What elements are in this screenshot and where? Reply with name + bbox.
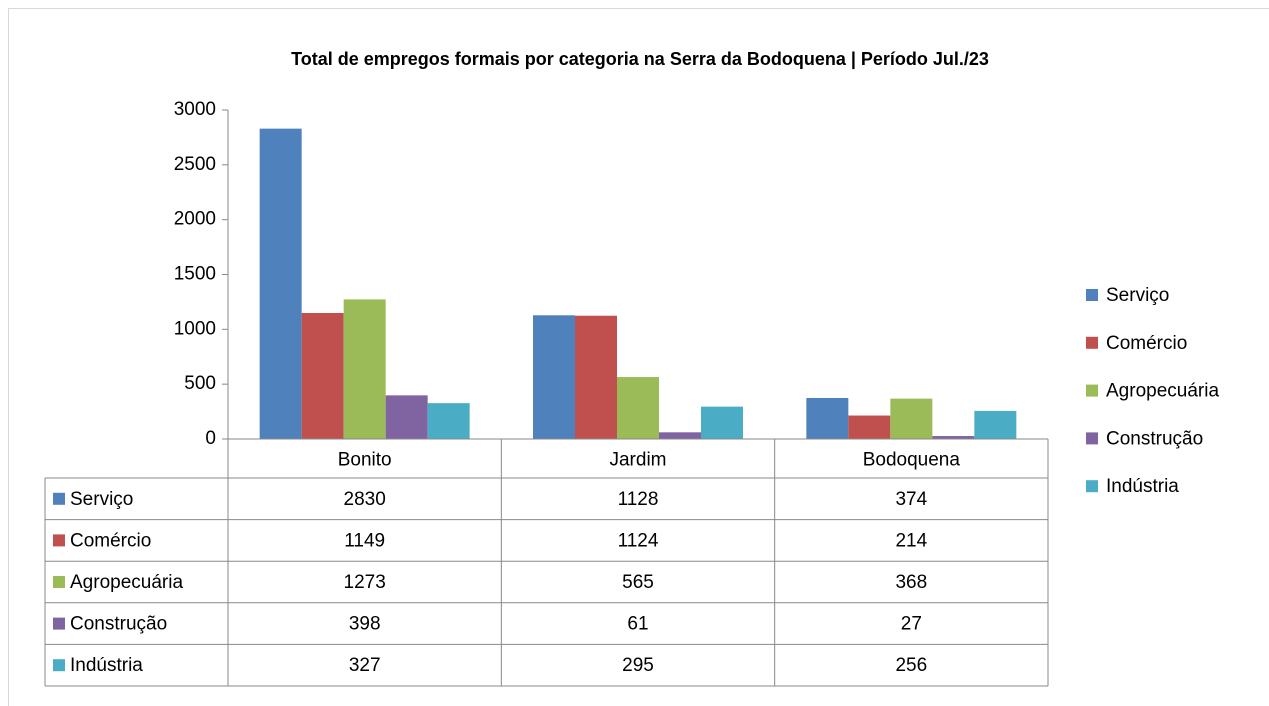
table-value: 1149: [344, 530, 385, 551]
bar: [343, 299, 386, 439]
table-value: 1273: [344, 572, 386, 593]
table-value: 256: [895, 655, 927, 676]
legend-swatch: [1086, 336, 1098, 349]
table-row-label: Agropecuária: [70, 572, 183, 593]
table-value: 295: [622, 655, 654, 676]
legend-label: Indústria: [1106, 476, 1179, 497]
legend-label: Construção: [1106, 428, 1203, 449]
table-key: [53, 576, 65, 588]
bar: [259, 128, 302, 440]
table-value: 327: [349, 655, 381, 676]
bar: [848, 415, 891, 439]
table-key: [53, 659, 65, 672]
table-row-label: Serviço: [70, 489, 133, 510]
bar: [533, 315, 575, 439]
legend-swatch: [1086, 432, 1098, 445]
legend-label: Serviço: [1106, 285, 1169, 306]
y-tick-label: 0: [205, 428, 216, 449]
y-tick-label: 500: [184, 373, 216, 394]
table-value: 61: [627, 614, 648, 635]
table-value: 565: [622, 572, 654, 593]
table-value: 1128: [618, 489, 659, 510]
table-value: 368: [895, 572, 927, 593]
bar: [806, 397, 849, 439]
y-tick-label: 2000: [174, 209, 216, 230]
legend-label: Comércio: [1106, 333, 1187, 354]
chart-title: Total de empregos formais por categoria …: [291, 49, 989, 69]
bar: [301, 312, 344, 439]
table-value: 398: [349, 614, 381, 635]
bar: [701, 406, 743, 439]
table-value: 2830: [344, 489, 386, 510]
bar: [427, 403, 470, 439]
table-row-label: Comércio: [70, 530, 151, 551]
table-key: [53, 492, 65, 505]
legend-swatch: [1086, 289, 1098, 301]
legend-label: Agropecuária: [1106, 381, 1219, 402]
bar: [617, 377, 659, 439]
x-tick-label: Bonito: [338, 450, 392, 471]
table-key: [53, 617, 65, 630]
x-tick-label: Jardim: [609, 450, 666, 471]
y-tick-label: 2500: [174, 154, 216, 175]
table-value: 27: [901, 614, 922, 635]
bar: [890, 398, 933, 439]
bar: [974, 410, 1017, 439]
legend-swatch: [1086, 480, 1098, 493]
table-row-label: Construção: [70, 614, 167, 635]
y-tick-label: 1500: [174, 264, 216, 285]
table-value: 374: [895, 489, 927, 510]
x-tick-label: Bodoquena: [863, 450, 961, 471]
table-key: [53, 534, 65, 547]
legend-swatch: [1086, 384, 1098, 397]
bar: [575, 315, 617, 439]
bar: [659, 432, 701, 439]
table-value: 1124: [618, 530, 659, 551]
table-row-label: Indústria: [70, 655, 143, 676]
y-tick-label: 1000: [174, 318, 216, 339]
y-tick-label: 3000: [174, 99, 216, 120]
bar: [932, 436, 975, 439]
bar: [385, 395, 428, 439]
chart-frame: [8, 8, 1269, 706]
table-value: 214: [895, 530, 927, 551]
